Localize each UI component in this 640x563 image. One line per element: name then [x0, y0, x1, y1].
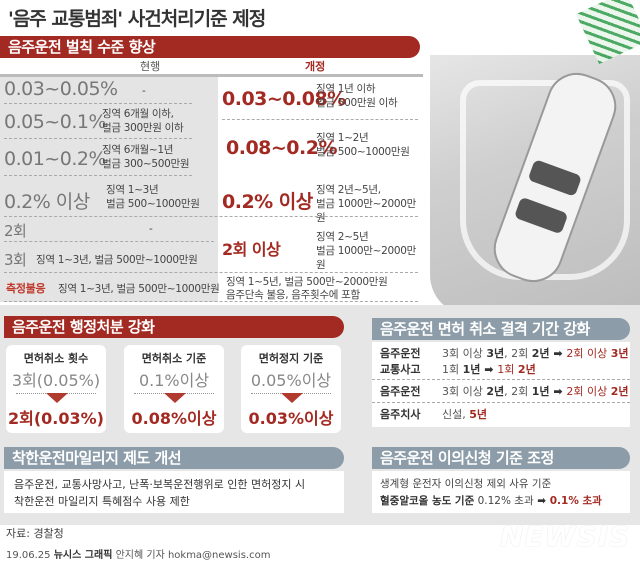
column-header-revised: 개정 — [305, 60, 326, 73]
penalty-line1: 징역 2년~5년, — [316, 184, 381, 196]
penalty-line2: 벌금 500~1000만원 — [106, 198, 200, 210]
table-row: 0.08~0.2% 징역 1~2년 벌금 500~1000만원 — [222, 121, 418, 177]
penalty-line1: 징역 6개월~1년 — [102, 144, 174, 156]
card-label: 면허취소 횟수 — [23, 352, 89, 365]
table-row: 음주운전 교통사고 3회 이상 3년, 2회 2년 ➡ 2회 이상 3년 1회 … — [372, 344, 630, 380]
table-row: 측정불응 징역 1~3년, 벌금 500만~1000만원 — [4, 274, 418, 302]
table-row: 2회 - — [4, 218, 214, 242]
table-row: 2회 이상 징역 2~5년 벌금 1000만~2000만원 — [222, 218, 418, 273]
table-row: 0.03~0.08% 징역 1년 이하 벌금 500만원 이하 — [222, 78, 418, 120]
table-row: 3회 징역 1~3년, 벌금 500만~1000만원 — [4, 243, 418, 273]
bac-level: 0.03~0.05% — [4, 78, 118, 100]
appeal-box: 생계형 운전자 이의신청 제외 사유 기준 혈중알코올 농도 기준 0.12% … — [372, 471, 630, 513]
bac-level: 0.08~0.2% — [226, 137, 338, 159]
column-header-current: 현행 — [140, 60, 161, 73]
penalty-line2: 벌금 1000만~2000만원 — [316, 245, 417, 271]
source-label: 자료: 경찰청 — [6, 527, 64, 540]
penalty-line2: 벌금 500~1000만원 — [316, 146, 410, 158]
penalty-line1: 징역 1~2년 — [316, 132, 369, 144]
row-key: 음주치사 — [380, 408, 421, 421]
bac-level: 0.01~0.2% — [4, 148, 107, 170]
table-row: 징역 1~5년, 벌금 500만~2000만원 음주단속 불응, 음주횟수에 포… — [222, 274, 418, 302]
bac-level: 0.2% 이상 — [4, 191, 90, 213]
card-new-value: 0.03%이상 — [248, 409, 334, 428]
penalty-line2: 벌금 500만원 이하 — [316, 97, 398, 109]
penalty: 징역 1~3년, 벌금 500만~1000만원 — [58, 283, 220, 295]
newsis-logo: NEWSIS — [500, 520, 631, 553]
section-header-disqualification: 음주운전 면허 취소 결격 기간 강화 — [372, 318, 630, 340]
penalty: - — [149, 223, 153, 235]
down-arrow-icon — [281, 393, 303, 403]
table-row: 0.2% 이상 징역 2년~5년, 벌금 1000만~2000만원 — [222, 177, 418, 224]
card-label: 면허정지 기준 — [258, 352, 324, 365]
right-arrow-icon: ➡ — [533, 495, 550, 507]
down-arrow-icon — [46, 393, 68, 403]
count-level: 2회 — [4, 222, 27, 240]
card-suspension-standard: 면허정지 기준 0.05%이상 0.03%이상 — [241, 345, 341, 433]
penalty-line2: 벌금 300~500만원 — [102, 158, 190, 170]
card-old-value: 0.05%이상 — [250, 371, 332, 390]
page-title: '음주 교통범죄' 사건처리기준 제정 — [8, 8, 266, 30]
count-level: 3회 — [4, 251, 27, 269]
appeal-text-line1: 생계형 운전자 이의신청 제외 사유 기준 — [380, 478, 552, 490]
row-value: 신설, 5년 — [442, 408, 488, 421]
down-arrow-icon — [164, 393, 186, 403]
table-row: 0.05~0.1% 징역 6개월 이하, 벌금 300만원 이하 — [4, 105, 192, 139]
credit-line: 19.06.25 뉴시스 그래픽 안지혜 기자 hokma@newsis.com — [6, 550, 271, 561]
penalty-line1: 징역 1~3년 — [106, 184, 159, 196]
right-arrow-icon: ➡ — [549, 347, 567, 360]
section-header-mileage: 착한운전마일리지 제도 개선 — [4, 447, 344, 469]
table-row: 0.2% 이상 징역 1~3년 벌금 500~1000만원 — [4, 177, 418, 217]
card-label: 면허취소 기준 — [141, 352, 207, 365]
bac-level: 0.03~0.08% — [222, 88, 346, 110]
row-value: 3회 이상 3년, 2회 2년 ➡ 2회 이상 3년 — [442, 347, 629, 360]
right-arrow-icon: ➡ — [480, 363, 498, 376]
card-new-value: 0.08%이상 — [131, 409, 217, 428]
card-new-value: 2회(0.03%) — [8, 409, 104, 428]
table-row: 0.01~0.2% 징역 6개월~1년 벌금 300~500만원 — [4, 140, 192, 176]
bac-level: 0.05~0.1% — [4, 111, 107, 133]
card-revocation-count: 면허취소 횟수 3회(0.05%) 2회(0.03%) — [6, 345, 106, 433]
row-key: 음주운전 — [380, 385, 421, 398]
card-revocation-standard: 면허취소 기준 0.1%이상 0.08%이상 — [124, 345, 224, 433]
penalty-line1: 징역 2~5년 — [316, 231, 369, 243]
table-row: 음주치사 신설, 5년 — [372, 404, 630, 426]
mileage-box: 음주운전, 교통사망사고, 난폭·보복운전행위로 인한 면허정지 시 착한운전 … — [4, 471, 344, 513]
row-key: 교통사고 — [380, 363, 421, 376]
penalty-line2: 음주단속 불응, 음주횟수에 포함 — [226, 289, 360, 301]
revised-column — [218, 74, 423, 302]
disqualification-box — [372, 342, 630, 427]
card-old-value: 3회(0.05%) — [11, 371, 101, 390]
table-row: 0.03~0.05% - — [4, 78, 192, 104]
row-key: 음주운전 — [380, 347, 421, 360]
penalty-line2: 벌금 300만원 이하 — [102, 122, 184, 134]
section-header-appeal: 음주운전 이의신청 기준 조정 — [372, 447, 630, 469]
card-old-value: 0.1%이상 — [138, 371, 210, 390]
row-value: 3회 이상 2년, 2회 1년 ➡ 2회 이상 2년 — [442, 385, 629, 398]
count-level: 2회 이상 — [222, 240, 281, 259]
section-header-penalty: 음주운전 벌칙 수준 향상 — [0, 36, 420, 58]
penalty-line1: 징역 6개월 이하, — [102, 108, 174, 120]
penalty-line1: 징역 1년 이하 — [316, 83, 376, 95]
penalty-line2: 벌금 1000만~2000만원 — [316, 198, 417, 224]
bac-level: 0.2% 이상 — [222, 191, 313, 213]
right-arrow-icon: ➡ — [549, 385, 567, 398]
appeal-text-line2: 혈중알코올 농도 기준 0.12% 초과 ➡ 0.1% 초과 — [380, 495, 602, 507]
mileage-text-line1: 음주운전, 교통사망사고, 난폭·보복운전행위로 인한 면허정지 시 — [14, 478, 306, 491]
current-column — [0, 74, 218, 302]
penalty: - — [142, 85, 146, 97]
mileage-text-line2: 착한운전 마일리지 특혜점수 사용 제한 — [14, 495, 190, 508]
row-value: 1회 1년 ➡ 1회 2년 — [442, 363, 536, 376]
section-header-admin: 음주운전 행정처분 강화 — [4, 316, 344, 338]
refusal-label: 측정불응 — [6, 282, 46, 295]
table-row: 음주운전 3회 이상 2년, 2회 1년 ➡ 2회 이상 2년 — [372, 381, 630, 403]
penalty: 징역 1~3년, 벌금 500만~1000만원 — [36, 254, 198, 266]
penalty-line1: 징역 1~5년, 벌금 500만~2000만원 — [226, 276, 388, 288]
